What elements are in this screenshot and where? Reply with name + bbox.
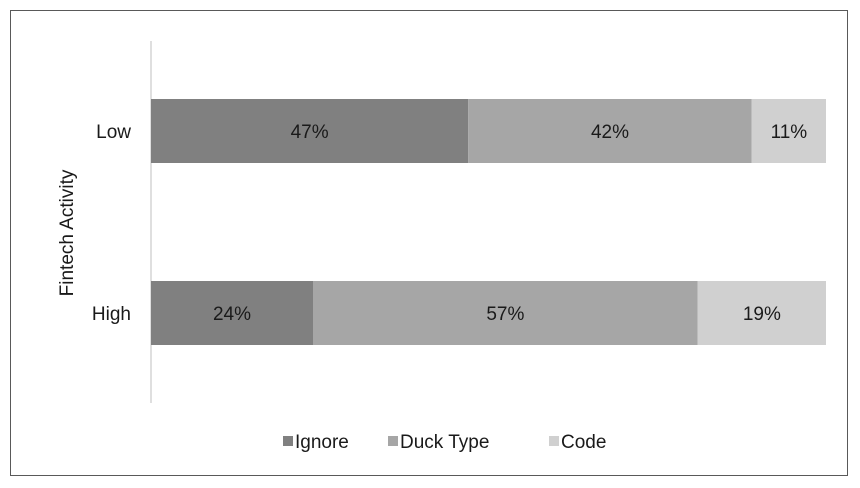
legend: Ignore Duck Type Code [283, 432, 606, 453]
legend-label-duck-type: Duck Type [400, 432, 489, 453]
bar-high-code [697, 281, 826, 345]
legend-label-code: Code [561, 432, 606, 453]
data-label-low-code: 11% [771, 122, 808, 143]
data-label-low-ignore: 47% [291, 122, 329, 143]
chart-frame: Fintech Activity Low 47% 42% 11% High 24% 57% 1… [10, 10, 848, 476]
legend-swatch-code [549, 436, 559, 446]
stacked-bar-chart: Fintech Activity Low 47% 42% 11% High 24% 57% 1… [57, 41, 826, 453]
category-label-low: Low [96, 122, 131, 143]
bar-high-ignore [151, 281, 313, 345]
category-label-high: High [92, 304, 131, 325]
bar-high-duck-type [313, 281, 698, 345]
bars-group: Low 47% 42% 11% High 24% 57% 19% [92, 99, 826, 345]
data-label-high-ignore: 24% [213, 304, 251, 325]
data-label-high-code: 19% [743, 304, 781, 325]
data-label-low-duck-type: 42% [591, 122, 629, 143]
legend-swatch-ignore [283, 436, 293, 446]
bar-low-duck-type [468, 99, 752, 163]
bar-low-ignore [151, 99, 469, 163]
data-label-high-duck-type: 57% [486, 304, 524, 325]
legend-label-ignore: Ignore [295, 432, 349, 453]
y-axis-title: Fintech Activity [57, 169, 78, 296]
bar-low-code [751, 99, 826, 163]
legend-swatch-duck-type [388, 436, 398, 446]
